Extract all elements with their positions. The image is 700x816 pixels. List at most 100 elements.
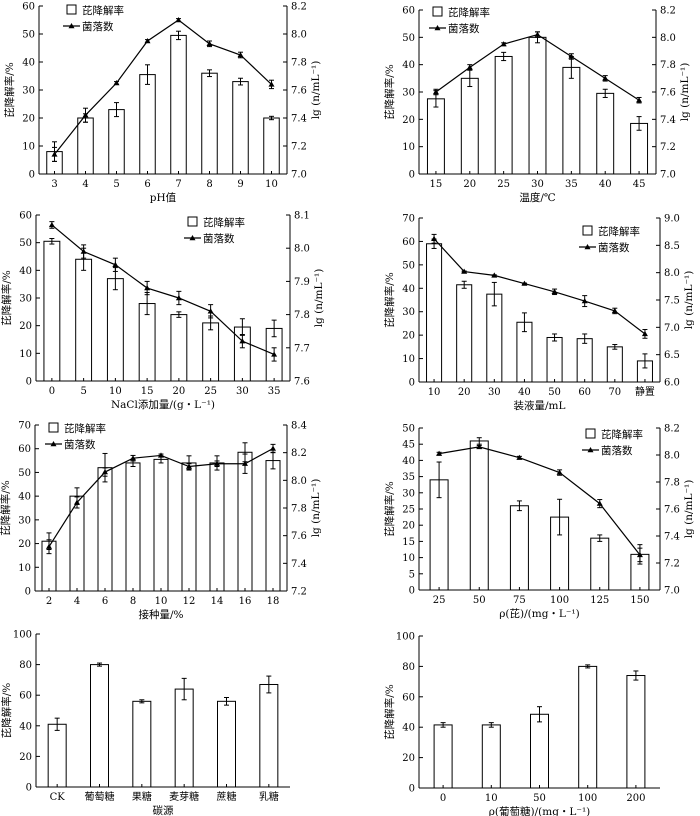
line-point-marker — [113, 80, 120, 86]
line-point-marker — [175, 17, 182, 23]
chart-panel-3: 0 10 20 30 40 50 60 7.6 7.7 7.8 7.9 8.0 8.1 0 5 10 15 20 2… — [0, 211, 325, 412]
bar — [153, 458, 169, 592]
chart-panel-2: 0 10 20 30 40 50 60 7.0 7.2 7.4 7.6 7.8 8.0 8.2 15 20 25… — [383, 6, 691, 205]
y-tick-label: 80 — [402, 662, 415, 673]
x-tick-label: 25 — [497, 179, 510, 190]
series-line — [433, 238, 646, 335]
line-point-marker — [144, 285, 151, 291]
y2-tick-label: 8.0 — [291, 30, 307, 41]
y2-tick-label: 7.6 — [294, 377, 310, 388]
y2-tick-label: 8.0 — [664, 451, 680, 462]
x-tick-label: 18 — [267, 596, 280, 607]
x-tick-label: 25 — [204, 386, 217, 397]
y2-tick-label: 7.6 — [664, 505, 680, 516]
bar — [170, 34, 187, 175]
line-point-marker — [112, 261, 119, 267]
x-tick-label: 10 — [155, 596, 168, 607]
line-point-marker — [130, 455, 136, 461]
bar — [263, 117, 280, 175]
chart-panel-6: 0 5 10 15 20 25 30 35 40 45 50 7.0 7.2 7.4 7.6 7.8 8.0 8.… — [383, 424, 695, 621]
chart-panel-4: 0 10 20 30 40 50 60 70 6.0 6.5 7.0 7.5 8.0 8.5 9.0 10 20… — [383, 214, 695, 413]
y-tick-label: 0 — [409, 170, 415, 181]
x-tick-label: 乳糖 — [259, 790, 279, 803]
y-tick-label: 20 — [402, 521, 415, 532]
y-tick-label: 40 — [19, 266, 32, 277]
y-tick-label: 40 — [402, 456, 415, 467]
bar — [138, 303, 156, 382]
x-tick-label: 30 — [488, 387, 501, 398]
legend-line-marker — [50, 441, 57, 447]
x-tick-label: 6 — [144, 179, 150, 190]
x-tick-label: 14 — [211, 596, 224, 607]
bar — [77, 117, 94, 175]
x-tick-label: 35 — [565, 179, 578, 190]
chart-panel-8: 0 20 40 60 80 100 0 10 50 100 200 ρ(葡萄糖)/(mg・L⁻¹) 芘降… — [383, 632, 660, 816]
legend-bar-label: 芘降解率 — [598, 225, 640, 238]
y2-axis-label: lg (n/mL⁻¹) — [310, 479, 322, 538]
bar — [170, 314, 188, 382]
y2-tick-label: 7.6 — [291, 531, 307, 542]
line-point-marker — [214, 460, 220, 466]
bar — [481, 724, 501, 789]
line-point-marker — [206, 40, 213, 46]
y2-tick-label: 8.5 — [664, 241, 680, 252]
x-axis-label: ρ(葡萄糖)/(mg・L⁻¹) — [489, 805, 591, 816]
bar — [75, 258, 93, 382]
x-tick-label: 100 — [578, 793, 597, 804]
y-tick-label: 80 — [19, 660, 32, 671]
y2-tick-label: 7.2 — [291, 142, 307, 153]
legend-bar-swatch — [432, 6, 443, 17]
y2-axis-label: lg (n/mL⁻¹) — [313, 269, 325, 328]
legend-bar-swatch — [582, 225, 593, 236]
legend-line-label: 菌落数 — [601, 444, 633, 457]
x-tick-label: 50 — [473, 595, 486, 606]
y-tick-label: 50 — [22, 30, 35, 41]
legend-line-marker — [434, 25, 441, 31]
y-tick-label: 40 — [22, 58, 35, 69]
line-point-marker — [516, 454, 523, 460]
x-tick-label: 40 — [599, 179, 612, 190]
y2-tick-label: 8.2 — [660, 6, 676, 17]
y2-tick-label: 7.2 — [291, 587, 307, 598]
y2-tick-label: 7.7 — [294, 343, 310, 354]
line-point-marker — [461, 268, 468, 274]
y-tick-label: 50 — [402, 33, 415, 44]
line-point-marker — [239, 338, 246, 344]
y2-tick-label: 8.0 — [294, 244, 310, 255]
series-line — [54, 19, 272, 155]
x-tick-label: 150 — [630, 595, 649, 606]
y-tick-label: 100 — [396, 632, 415, 643]
x-tick-label: 5 — [80, 386, 86, 397]
line-point-marker — [51, 151, 58, 157]
y-tick-label: 25 — [402, 505, 415, 516]
y-tick-label: 0 — [26, 377, 32, 388]
legend-bar-swatch — [585, 428, 596, 439]
x-tick-label: 9 — [237, 179, 243, 190]
y2-tick-label: 7.6 — [291, 86, 307, 97]
y-tick-label: 60 — [19, 211, 32, 222]
legend-bar-label: 芘降解率 — [203, 216, 245, 229]
x-axis-label: pH值 — [150, 191, 177, 204]
y2-tick-label: 7.2 — [664, 559, 680, 570]
y-tick-label: 40 — [19, 721, 32, 732]
y-tick-label: 70 — [18, 421, 31, 432]
y-axis-label: 芘降解率/% — [383, 64, 396, 120]
y-tick-label: 60 — [19, 691, 32, 702]
y-tick-label: 30 — [402, 488, 415, 499]
legend-bar-label: 芘降解率 — [601, 428, 643, 441]
y2-tick-label: 8.4 — [291, 421, 307, 432]
line-point-marker — [436, 450, 443, 456]
bar — [125, 462, 141, 592]
y2-tick-label: 8.1 — [294, 211, 310, 222]
x-tick-label: 6 — [102, 596, 108, 607]
y-tick-label: 20 — [402, 115, 415, 126]
y2-tick-label: 7.8 — [291, 504, 307, 515]
y-tick-label: 20 — [402, 753, 415, 764]
bar — [108, 109, 125, 175]
line-point-marker — [237, 52, 244, 58]
bar — [596, 92, 615, 175]
bar — [202, 322, 220, 382]
